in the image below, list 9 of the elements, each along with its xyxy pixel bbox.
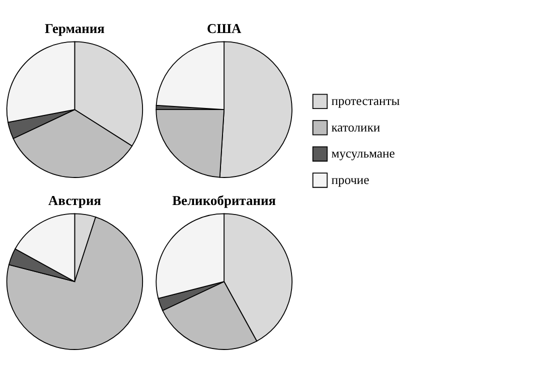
legend-label: прочие <box>331 172 370 187</box>
chart-title: США <box>206 21 242 36</box>
legend-label: протестанты <box>331 94 400 108</box>
chart-title: Германия <box>44 21 105 36</box>
chart-title: Великобритания <box>172 193 276 208</box>
legend-label: католики <box>331 120 380 134</box>
chart-title: Австрия <box>48 193 102 208</box>
pie-slice <box>6 216 143 350</box>
legend-label: мусульмане <box>331 146 396 161</box>
